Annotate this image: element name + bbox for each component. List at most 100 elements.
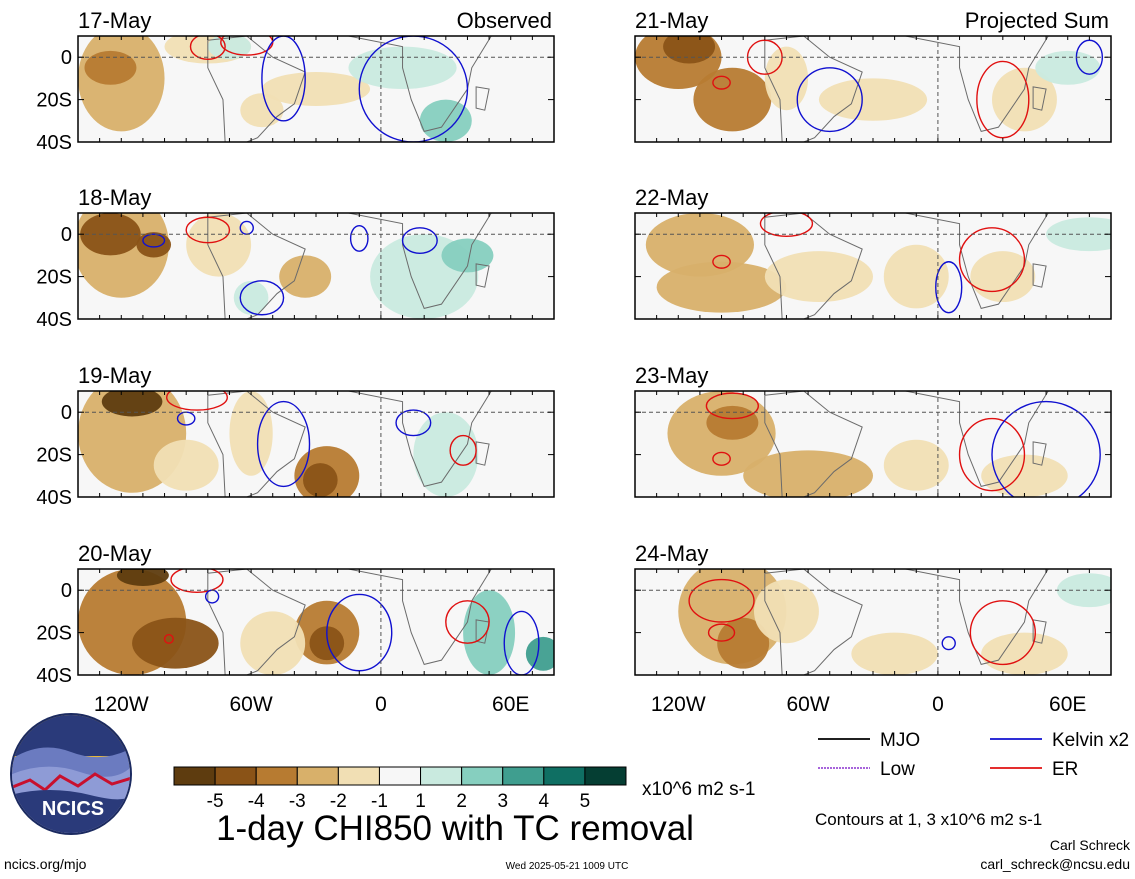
contour-note: Contours at 1, 3 x10^6 m2 s-1 [815, 810, 1042, 829]
colorbar-swatch [502, 766, 545, 786]
colorbar-swatch [296, 766, 339, 786]
anomaly-region [981, 632, 1068, 675]
anomaly-region [233, 280, 269, 315]
south-america-outline [764, 569, 863, 675]
south-america-outline [207, 213, 306, 319]
map-panel-21-may [635, 36, 1111, 142]
y-tick-label: 40S [36, 132, 72, 154]
madagascar-outline [1032, 86, 1047, 111]
ncics-logo: NCICS [10, 713, 132, 835]
colorbar-units: x10^6 m2 s-1 [642, 779, 755, 800]
contour-line [941, 636, 956, 651]
madagascar-outline [1032, 441, 1047, 466]
africa-outline [348, 36, 492, 132]
colorbar-label: -2 [330, 791, 347, 812]
anomaly-region [883, 439, 949, 491]
contour-line [503, 610, 540, 675]
south-america-outline [764, 391, 863, 497]
anomaly-region [754, 579, 819, 644]
anomaly-region [851, 632, 938, 675]
contour-line [707, 623, 736, 642]
anomaly-region [656, 261, 787, 313]
colorbar-swatch [378, 766, 422, 786]
anomaly-region [645, 213, 755, 277]
anomaly-region [992, 67, 1057, 132]
panel-date-label: 23-May [635, 363, 708, 388]
contour-line [705, 392, 760, 420]
y-tick-label: 20S [36, 623, 72, 645]
map-panel-19-may [78, 391, 554, 497]
africa-outline [348, 569, 492, 665]
y-tick-label: 0 [61, 47, 72, 69]
x-tick-label: 60W [786, 693, 829, 716]
map-panel-20-may [78, 569, 554, 675]
contour-line [261, 36, 306, 122]
anomaly-region [970, 251, 1036, 303]
contour-line [358, 36, 469, 142]
anomaly-region [153, 439, 219, 491]
contour-line [449, 434, 477, 466]
contour-line [349, 225, 369, 252]
anomaly-region [818, 78, 928, 121]
anomaly-region [132, 617, 219, 669]
madagascar-outline [1032, 263, 1047, 288]
anomaly-region [240, 611, 306, 675]
column-title: Projected Sum [965, 8, 1109, 33]
y-tick-label: 20S [36, 90, 72, 112]
colorbar-swatch [337, 766, 380, 786]
map-panel-17-may [78, 36, 554, 142]
contour-line [256, 400, 311, 488]
column-title: Observed [457, 8, 552, 33]
contour-line [688, 578, 755, 623]
contour-line [401, 227, 438, 254]
madagascar-outline [475, 619, 490, 644]
contour-line [189, 36, 226, 61]
contour-line [958, 417, 1026, 492]
anomaly-region [303, 463, 338, 497]
figure-title: 1-day CHI850 with TC removal [216, 809, 694, 848]
legend-label: ER [1052, 759, 1078, 780]
logo-text: NCICS [42, 798, 104, 820]
anomaly-region [764, 251, 874, 303]
contour-line [759, 213, 814, 238]
colorbar-label: -1 [371, 791, 388, 812]
colorbar: -5 -4 -3 -2 -1 1 2 3 4 5 [173, 766, 627, 812]
x-tick-label: 0 [375, 693, 387, 716]
contour-line [326, 593, 393, 672]
y-tick-label: 20S [36, 445, 72, 467]
anomaly-region [309, 626, 345, 661]
panel-date-label: 18-May [78, 185, 151, 210]
anomaly-region [116, 569, 169, 586]
anomaly-region [743, 450, 873, 497]
anomaly-region [693, 67, 772, 132]
y-tick-label: 40S [36, 309, 72, 331]
panel-date-label: 17-May [78, 8, 151, 33]
madagascar-outline [1032, 619, 1047, 644]
legend-label: Kelvin x2 [1052, 730, 1129, 751]
africa-outline [905, 569, 1049, 665]
anomaly-region [717, 617, 770, 669]
colorbar-label: -4 [248, 791, 265, 812]
contour-line [166, 391, 228, 411]
anomaly-region [764, 46, 809, 111]
contour-line [796, 67, 863, 133]
madagascar-outline [475, 86, 490, 111]
colorbar-swatch [173, 766, 216, 786]
map-panel-24-may [635, 569, 1111, 675]
legend-label: Low [880, 759, 915, 780]
anomaly-region [663, 36, 716, 64]
contour-line [712, 254, 731, 269]
anomaly-region [413, 412, 479, 497]
panel-date-label: 21-May [635, 8, 708, 33]
source-url: ncics.org/mjo [4, 856, 87, 872]
south-america-outline [207, 569, 306, 675]
author-email: carl_schreck@ncsu.edu [980, 856, 1130, 872]
anomaly-region [525, 636, 554, 671]
south-america-outline [207, 36, 306, 142]
anomaly-region [240, 93, 284, 128]
anomaly-region [1056, 573, 1111, 608]
colorbar-swatch [584, 766, 627, 786]
x-tick-label: 120W [651, 693, 706, 716]
panel-date-label: 19-May [78, 363, 151, 388]
